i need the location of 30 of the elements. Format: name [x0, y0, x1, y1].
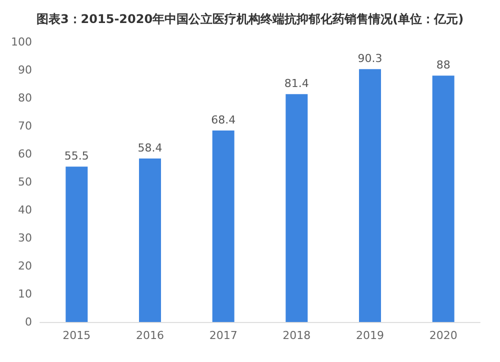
bar [286, 94, 308, 322]
bar [432, 76, 454, 322]
y-tick-label: 10 [18, 288, 32, 300]
y-tick-label: 90 [18, 64, 32, 76]
y-tick-label: 20 [18, 260, 32, 272]
y-tick-label: 100 [11, 36, 32, 48]
y-tick-label: 50 [18, 176, 32, 188]
x-tick-label: 2018 [282, 329, 311, 342]
y-tick-label: 80 [18, 92, 32, 104]
x-tick-label: 2020 [429, 329, 458, 342]
data-label: 90.3 [358, 52, 382, 66]
bar [359, 69, 381, 322]
data-label: 81.4 [284, 77, 309, 90]
data-label: 58.4 [138, 141, 162, 154]
x-tick-label: 2017 [209, 329, 238, 342]
y-tick-label: 30 [18, 232, 32, 244]
y-tick-label: 40 [18, 204, 32, 216]
data-label: 68.4 [211, 113, 236, 126]
bar [139, 158, 161, 322]
bar [66, 166, 88, 322]
y-tick-label: 70 [18, 120, 32, 132]
data-label: 88 [436, 58, 450, 72]
data-label: 55.5 [64, 150, 89, 163]
bar [212, 130, 234, 322]
x-tick-label: 2016 [136, 329, 164, 342]
x-tick-label: 2019 [356, 329, 384, 342]
y-tick-label: 0 [25, 316, 32, 328]
chart-title: 图表3：2015-2020年中国公立医疗机构终端抗抑郁化药销售情况(单位：亿元) [36, 12, 464, 26]
x-tick-label: 2015 [62, 329, 91, 342]
y-tick-label: 60 [18, 148, 32, 160]
